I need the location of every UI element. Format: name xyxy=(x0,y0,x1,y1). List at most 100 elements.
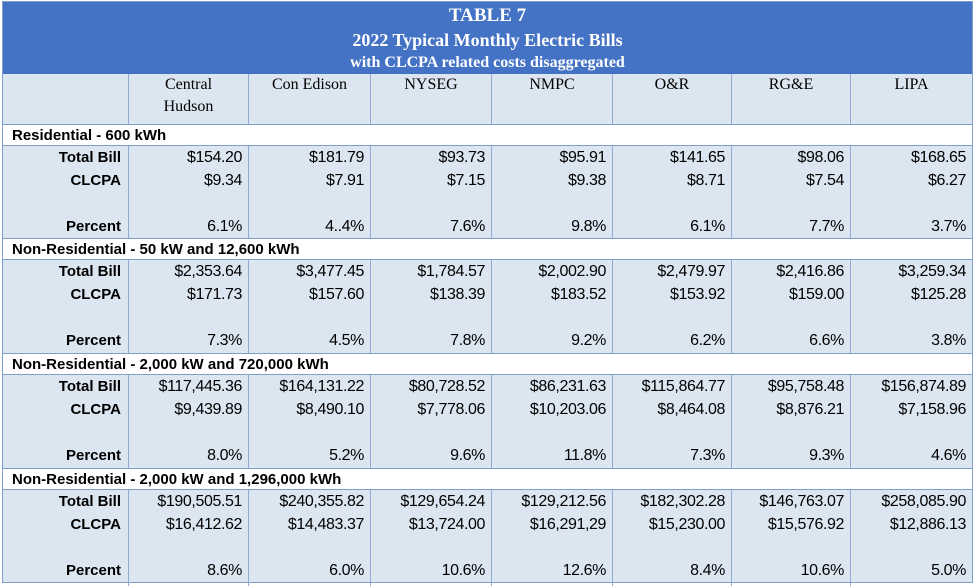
value-cell: 6.0% xyxy=(329,562,364,579)
value-cell: $129,212.56 xyxy=(521,493,606,510)
table-row: CLCPA $16,412.62 $14,483.37 $13,724.00 $16,2… xyxy=(3,513,972,536)
column-divider xyxy=(370,146,371,239)
column-divider xyxy=(248,260,249,353)
value-cell: $8,464.08 xyxy=(657,401,725,418)
value-cell: $16,291,29 xyxy=(529,516,606,533)
value-cell: 10.6% xyxy=(800,562,845,579)
column-header-line1: Con Edison xyxy=(271,76,348,93)
column-header-line1: O&R xyxy=(654,76,690,93)
value-cell: $164,131.22 xyxy=(279,378,364,395)
value-cell: 7.8% xyxy=(450,332,485,349)
table-row: CLCPA $171.73 $157.60 $138.39 $183.52 $153.92… xyxy=(3,283,972,306)
value-cell: $9,439.89 xyxy=(174,401,242,418)
value-cell: 3.7% xyxy=(931,218,966,235)
column-divider xyxy=(128,260,129,353)
table-heading: 2022 Typical Monthly Electric Bills xyxy=(352,30,623,50)
column-header-line1: NMPC xyxy=(529,76,575,93)
row-label: Percent xyxy=(65,447,121,464)
row-label: CLCPA xyxy=(70,401,121,418)
column-divider xyxy=(612,375,613,468)
column-header: NMPC xyxy=(491,74,612,124)
value-cell: $9.34 xyxy=(203,172,242,189)
value-cell: $2,416.86 xyxy=(776,263,844,280)
value-cell: 7.3% xyxy=(690,447,725,464)
value-cell: $12,886.13 xyxy=(889,516,966,533)
value-cell: 8.6% xyxy=(207,562,242,579)
value-cell: $115,864.77 xyxy=(641,378,726,395)
value-cell: 9.2% xyxy=(571,332,606,349)
column-divider xyxy=(248,490,249,586)
column-divider xyxy=(612,146,613,239)
column-divider xyxy=(370,260,371,353)
table-row: CLCPA $9.34 $7.91 $7.15 $9.38 $8.71 $7.54 $6.27 xyxy=(3,169,972,192)
column-divider xyxy=(128,146,129,239)
column-divider xyxy=(370,490,371,586)
value-cell: 9.3% xyxy=(809,447,844,464)
value-cell: $8.71 xyxy=(686,172,725,189)
column-divider xyxy=(128,375,129,468)
table-row: CLCPA $9,439.89 $8,490.10 $7,778.06 $10,203.… xyxy=(3,398,972,421)
value-cell: $171.73 xyxy=(186,286,242,303)
value-cell: $16,412.62 xyxy=(165,516,242,533)
table-row: Total Bill $2,353.64 $3,477.45 $1,784.57 $2,… xyxy=(3,260,972,283)
row-label: Percent xyxy=(65,218,121,235)
value-cell: 8.0% xyxy=(207,447,242,464)
value-cell: $7,778.06 xyxy=(417,401,485,418)
value-cell: $95,758.48 xyxy=(767,378,844,395)
value-cell: $183.52 xyxy=(550,286,606,303)
value-cell: 11.8% xyxy=(563,447,607,464)
value-cell: 12.6% xyxy=(562,562,607,579)
value-cell: $129,654.24 xyxy=(400,493,485,510)
table-row: Total Bill $117,445.36 $164,131.22 $80,728.… xyxy=(3,375,972,398)
value-cell: 6.1% xyxy=(690,218,725,235)
row-label: Total Bill xyxy=(58,149,121,166)
value-cell: $125.28 xyxy=(910,286,966,303)
value-cell: $7.54 xyxy=(805,172,844,189)
value-cell: $190,505.51 xyxy=(157,493,242,510)
column-divider xyxy=(731,375,732,468)
value-cell: $8,876.21 xyxy=(776,401,844,418)
value-cell: 7.7% xyxy=(809,218,844,235)
value-cell: 6.2% xyxy=(690,332,725,349)
column-divider xyxy=(850,490,851,586)
value-cell: 4.6% xyxy=(931,447,966,464)
column-divider xyxy=(491,375,492,468)
column-divider xyxy=(491,146,492,239)
column-header: Central Hudson xyxy=(128,74,248,124)
column-header-line2: Hudson xyxy=(163,98,214,115)
column-header: RG&E xyxy=(731,74,850,124)
row-label: Total Bill xyxy=(58,263,121,280)
row-label: Total Bill xyxy=(58,493,121,510)
column-divider xyxy=(850,260,851,353)
value-cell: 8.4% xyxy=(690,562,725,579)
value-cell: 4.5% xyxy=(329,332,364,349)
row-label: Percent xyxy=(65,332,121,349)
value-cell: $7.91 xyxy=(325,172,364,189)
value-cell: $138.39 xyxy=(429,286,485,303)
column-divider xyxy=(850,146,851,239)
section-heading: Non-Residential - 50 kW and 12,600 kWh xyxy=(3,238,972,260)
column-divider xyxy=(491,260,492,353)
row-label: Total Bill xyxy=(58,378,121,395)
row-label: CLCPA xyxy=(70,172,121,189)
section-heading: Residential - 600 kWh xyxy=(3,124,972,146)
value-cell: $156,874.89 xyxy=(881,378,966,395)
value-cell: $7,158.96 xyxy=(898,401,966,418)
section-heading: Non-Residential - 2,000 kW and 1,296,000… xyxy=(3,468,972,490)
value-cell: $2,002.90 xyxy=(538,263,606,280)
column-header: LIPA xyxy=(850,74,972,124)
value-cell: $240,355.82 xyxy=(279,493,364,510)
table-subheading: with CLCPA related costs disaggregated xyxy=(350,54,625,71)
value-cell: $14,483.37 xyxy=(287,516,364,533)
value-cell: $10,203.06 xyxy=(529,401,606,418)
column-header: O&R xyxy=(612,74,731,124)
table-number: TABLE 7 xyxy=(448,5,527,26)
value-cell: 9.6% xyxy=(450,447,485,464)
value-cell: $3,259.34 xyxy=(898,263,966,280)
table-row: Percent 6.1% 4..4% 7.6% 9.8% 6.1% 7.7% 3.7% xyxy=(3,215,972,238)
column-header: NYSEG xyxy=(370,74,491,124)
column-header-line1: LIPA xyxy=(894,76,929,93)
value-cell: $153.92 xyxy=(669,286,725,303)
value-cell: $6.27 xyxy=(927,172,966,189)
value-cell: $15,230.00 xyxy=(648,516,725,533)
